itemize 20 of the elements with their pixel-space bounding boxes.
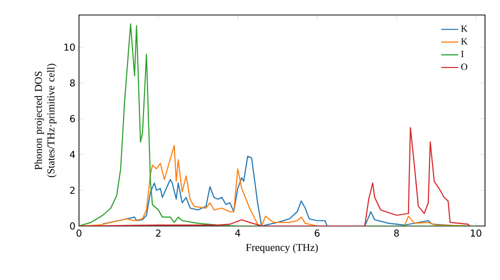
x-tick-label: 6 [314,230,320,237]
x-tick-label: 8 [394,230,399,237]
y-axis-title: Phonon projected DOS (States/THz·primitive cell) [34,64,57,178]
x-tick-label: 2 [156,230,160,237]
line-series [79,127,470,226]
x-tick-label: 10 [470,230,482,237]
line-series [79,23,476,226]
x-tick-label: 4 [235,230,240,236]
x-tick-label: 0 [76,230,82,237]
legend-label: K [461,26,468,32]
y-tick-label: 10 [64,44,75,51]
y-tick-label: 8 [70,79,75,87]
y-tick-label: 4 [70,151,75,158]
y-tick-label: 0 [70,222,75,230]
y-tick-label: 6 [70,115,75,122]
legend-label: I [461,50,464,58]
legend-label: K [461,38,468,44]
y-tick-label: 2 [70,186,75,194]
legend-label: O [461,64,468,70]
x-axis-title: Frequency (THz) [246,244,318,254]
